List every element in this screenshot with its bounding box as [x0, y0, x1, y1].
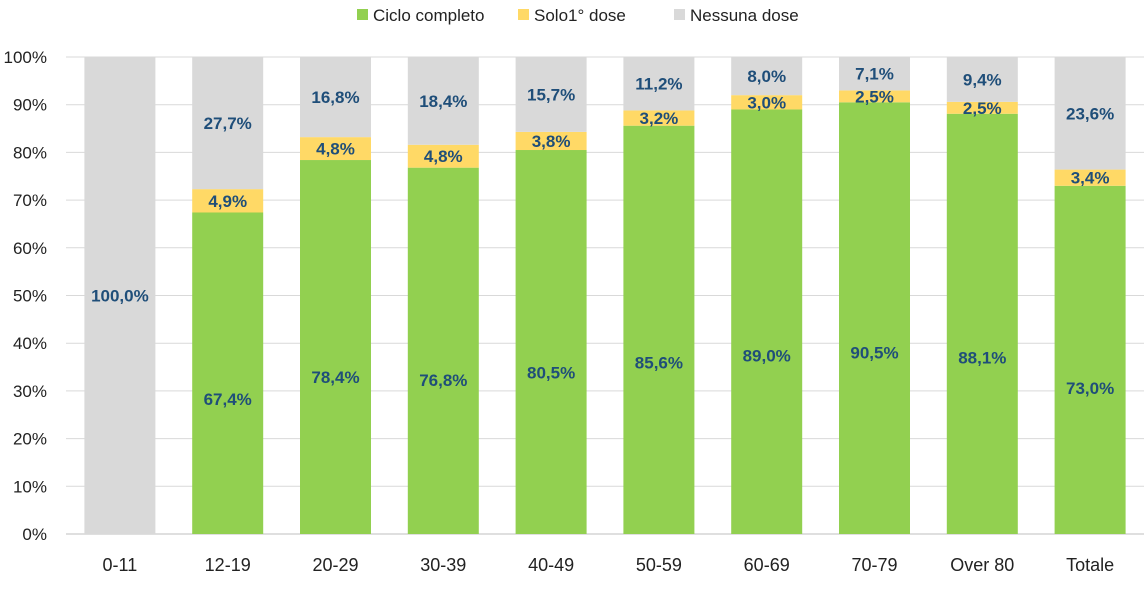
x-category-label: 30-39: [420, 555, 466, 575]
data-label: 3,2%: [640, 109, 679, 128]
bar-nessuna-dose-0-11: [84, 57, 156, 534]
bar-solo1-dose-over-80: [946, 101, 1018, 114]
y-tick-label: 70%: [13, 191, 47, 210]
y-tick-label: 100%: [4, 48, 47, 67]
bar-ciclo-completo-60-69: [731, 109, 803, 534]
bar-ciclo-completo-12-19: [192, 212, 264, 534]
bar-ciclo-completo-40-49: [515, 150, 587, 534]
bar-nessuna-dose-30-39: [407, 57, 479, 145]
data-labels: 100,0% 67,4% 4,9% 27,7% 78,4% 4,8% 16,8% 76,8% 4…: [91, 64, 1114, 409]
x-category-label: 12-19: [205, 555, 251, 575]
y-tick-label: 90%: [13, 96, 47, 115]
bar-ciclo-completo-30-39: [407, 167, 479, 534]
data-label: 2,5%: [855, 87, 894, 106]
data-label: 23,6%: [1066, 104, 1114, 123]
x-category-label: 20-29: [312, 555, 358, 575]
bar-nessuna-dose-50-59: [623, 57, 695, 111]
y-tick-label: 60%: [13, 239, 47, 258]
y-tick-label: 50%: [13, 287, 47, 306]
x-category-label: 60-69: [744, 555, 790, 575]
bar-nessuna-dose-12-19: [192, 57, 264, 190]
x-category-label: 40-49: [528, 555, 574, 575]
data-label: 67,4%: [204, 390, 252, 409]
bar-solo1-dose-20-29: [300, 137, 371, 161]
bar-nessuna-dose-over-80: [946, 57, 1018, 102]
x-category-label: Over 80: [950, 555, 1014, 575]
data-label: 85,6%: [635, 354, 683, 373]
bar-solo1-dose-60-69: [731, 95, 803, 110]
legend-label: Ciclo completo: [373, 6, 485, 25]
data-label: 3,0%: [747, 93, 786, 112]
bar-ciclo-completo-50-59: [623, 125, 695, 535]
bar-solo1-dose-30-39: [407, 144, 479, 168]
y-tick-label: 10%: [13, 477, 47, 496]
x-axis: 0-11 12-19 20-29 30-39 40-49 50-59 60-69 70-79 O…: [103, 555, 1115, 575]
data-label: 78,4%: [311, 368, 359, 387]
data-label: 9,4%: [963, 70, 1002, 89]
bar-ciclo-completo-totale: [1054, 185, 1126, 535]
bars: [84, 56, 1126, 535]
bar-nessuna-dose-totale: [1054, 57, 1126, 170]
bar-nessuna-dose-70-79: [839, 56, 910, 91]
bar-nessuna-dose-20-29: [300, 57, 371, 138]
data-label: 11,2%: [635, 75, 682, 94]
data-label: 18,4%: [419, 92, 467, 111]
y-tick-label: 80%: [13, 143, 47, 162]
bar-nessuna-dose-40-49: [515, 57, 587, 132]
data-label: 15,7%: [527, 85, 575, 104]
y-axis: 0% 10% 20% 30% 40% 50% 60% 70% 80% 90% 100%: [4, 48, 47, 544]
data-label: 8,0%: [747, 67, 786, 86]
data-label: 73,0%: [1066, 379, 1114, 398]
bar-nessuna-dose-60-69: [731, 57, 803, 96]
legend-swatch: [674, 9, 685, 20]
legend-label: Solo1° dose: [534, 6, 626, 25]
data-label: 27,7%: [204, 114, 252, 133]
y-tick-label: 0%: [22, 525, 47, 544]
y-tick-label: 40%: [13, 334, 47, 353]
data-label: 2,5%: [963, 99, 1002, 118]
bar-ciclo-completo-20-29: [300, 160, 371, 535]
data-label: 90,5%: [850, 344, 898, 363]
data-label: 80,5%: [527, 364, 575, 383]
data-label: 16,8%: [311, 88, 359, 107]
data-label: 100,0%: [91, 287, 149, 306]
data-label: 4,8%: [316, 140, 355, 159]
y-tick-label: 20%: [13, 430, 47, 449]
bar-solo1-dose-40-49: [515, 131, 587, 151]
bar-ciclo-completo-over-80: [946, 113, 1018, 534]
x-category-label: 70-79: [851, 555, 897, 575]
chart-legend: Ciclo completo Solo1° dose Nessuna dose: [357, 6, 799, 25]
data-label: 4,8%: [424, 147, 463, 166]
bar-solo1-dose-totale: [1054, 169, 1126, 186]
data-label: 88,1%: [958, 349, 1006, 368]
x-category-label: 0-11: [103, 555, 138, 575]
legend-swatch: [357, 9, 368, 20]
x-category-label: Totale: [1066, 555, 1114, 575]
data-label: 76,8%: [419, 371, 467, 390]
data-label: 89,0%: [743, 347, 791, 366]
data-label: 3,8%: [532, 132, 571, 151]
bar-solo1-dose-50-59: [623, 110, 695, 126]
x-category-label: 50-59: [636, 555, 682, 575]
y-tick-label: 30%: [13, 382, 47, 401]
data-label: 7,1%: [855, 64, 894, 83]
data-label: 4,9%: [208, 192, 247, 211]
data-label: 3,4%: [1071, 169, 1110, 188]
bar-ciclo-completo-70-79: [839, 102, 910, 534]
legend-swatch: [518, 9, 529, 20]
legend-label: Nessuna dose: [690, 6, 799, 25]
bar-solo1-dose-12-19: [192, 189, 264, 213]
bar-solo1-dose-70-79: [839, 90, 910, 103]
